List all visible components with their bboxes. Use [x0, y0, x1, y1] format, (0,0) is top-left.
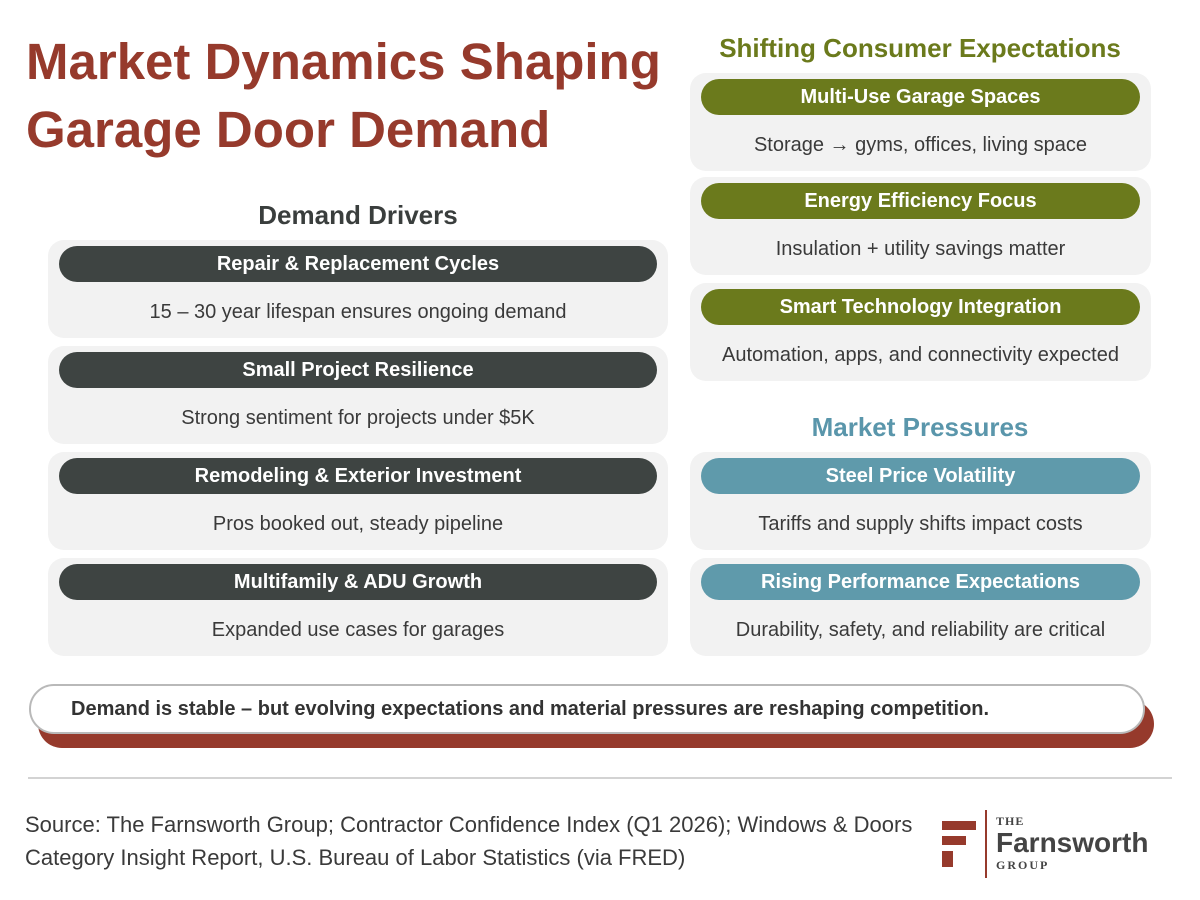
driver-label: Multifamily & ADU Growth — [59, 564, 657, 600]
expectation-description: Automation, apps, and connectivity expec… — [722, 343, 1119, 366]
expectation-card-smart-tech: Smart Technology Integration Automation,… — [690, 283, 1151, 381]
page-title: Market Dynamics Shaping Garage Door Dema… — [26, 33, 661, 158]
logo-group: GROUP — [996, 858, 1050, 872]
farnsworth-logo: THE Farnsworth GROUP — [996, 814, 1148, 872]
expectation-card-multi-use: Multi-Use Garage Spaces Storage → gyms, … — [690, 73, 1151, 171]
expectation-label: Energy Efficiency Focus — [701, 183, 1140, 219]
expectation-description: Insulation + utility savings matter — [775, 237, 1066, 260]
pressure-description: Tariffs and supply shifts impact costs — [758, 512, 1083, 535]
driver-label: Repair & Replacement Cycles — [59, 246, 657, 282]
pressure-card-performance: Rising Performance Expectations Durabili… — [690, 558, 1151, 656]
demand-drivers-heading: Demand Drivers — [258, 200, 458, 230]
driver-label: Remodeling & Exterior Investment — [59, 458, 657, 494]
logo-the: THE — [996, 814, 1025, 828]
driver-card-repair: Repair & Replacement Cycles 15 – 30 year… — [48, 240, 668, 338]
key-takeaway-callout: Demand is stable – but evolving expectat… — [29, 684, 1145, 734]
pressure-label: Rising Performance Expectations — [701, 564, 1140, 600]
expectation-label: Multi-Use Garage Spaces — [701, 79, 1140, 115]
driver-description: Expanded use cases for garages — [211, 618, 505, 641]
expectation-card-energy: Energy Efficiency Focus Insulation + uti… — [690, 177, 1151, 275]
driver-description: 15 – 30 year lifespan ensures ongoing de… — [149, 300, 567, 323]
driver-card-small-project: Small Project Resilience Strong sentimen… — [48, 346, 668, 444]
consumer-expectations-heading: Shifting Consumer Expectations — [719, 33, 1121, 63]
market-pressures-heading: Market Pressures — [811, 412, 1029, 442]
pressure-description: Durability, safety, and reliability are … — [735, 618, 1106, 641]
pressure-card-steel: Steel Price Volatility Tariffs and suppl… — [690, 452, 1151, 550]
source-note: Source: The Farnsworth Group; Contractor… — [25, 812, 913, 870]
expectation-description: Storage → gyms, offices, living space — [753, 133, 1088, 156]
driver-card-multifamily: Multifamily & ADU Growth Expanded use ca… — [48, 558, 668, 656]
driver-description: Strong sentiment for projects under $5K — [181, 406, 535, 429]
farnsworth-logo-icon — [942, 821, 976, 867]
logo-separator — [985, 810, 987, 878]
pressure-label: Steel Price Volatility — [701, 458, 1140, 494]
driver-card-remodeling: Remodeling & Exterior Investment Pros bo… — [48, 452, 668, 550]
expectation-label: Smart Technology Integration — [701, 289, 1140, 325]
logo-name: Farnsworth — [996, 827, 1149, 858]
driver-label: Small Project Resilience — [59, 352, 657, 388]
footer-divider — [28, 777, 1172, 779]
driver-description: Pros booked out, steady pipeline — [212, 512, 504, 535]
